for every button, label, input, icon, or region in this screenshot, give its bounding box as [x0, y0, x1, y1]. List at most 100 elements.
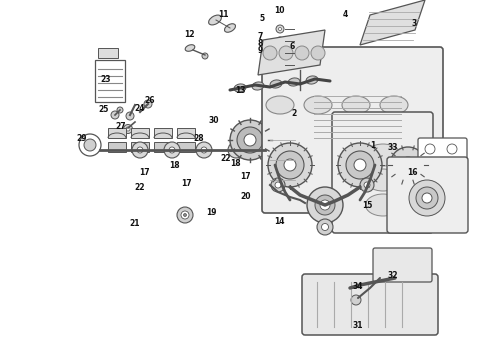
Text: 31: 31 [353, 321, 363, 330]
Bar [131, 128, 149, 138]
Text: 23: 23 [100, 75, 111, 84]
FancyBboxPatch shape [373, 248, 432, 282]
Circle shape [117, 107, 123, 113]
Circle shape [228, 142, 244, 158]
Text: 4: 4 [343, 10, 348, 19]
Bar [154, 128, 172, 138]
Circle shape [276, 151, 304, 179]
Circle shape [311, 46, 325, 60]
Circle shape [132, 142, 148, 158]
Circle shape [321, 224, 328, 230]
Text: 6: 6 [289, 42, 294, 51]
Bar [98, 48, 118, 58]
Ellipse shape [366, 144, 400, 166]
Circle shape [317, 219, 333, 235]
Ellipse shape [270, 80, 282, 88]
Circle shape [276, 37, 284, 45]
Circle shape [447, 162, 457, 172]
Circle shape [126, 127, 130, 131]
Ellipse shape [266, 96, 294, 114]
Circle shape [164, 142, 180, 158]
Circle shape [294, 64, 306, 76]
Text: 30: 30 [208, 116, 219, 125]
Circle shape [346, 151, 374, 179]
Ellipse shape [224, 24, 236, 32]
Ellipse shape [185, 45, 195, 51]
Circle shape [276, 49, 284, 57]
Text: 28: 28 [194, 134, 204, 143]
Circle shape [320, 200, 330, 210]
Circle shape [279, 46, 293, 60]
Circle shape [276, 61, 284, 69]
Circle shape [111, 111, 119, 119]
Text: 7: 7 [257, 32, 263, 41]
Circle shape [425, 144, 435, 154]
Ellipse shape [234, 84, 246, 92]
Circle shape [364, 182, 370, 188]
Circle shape [307, 187, 343, 223]
Circle shape [278, 51, 281, 54]
Circle shape [183, 213, 187, 216]
Ellipse shape [306, 76, 318, 84]
Bar [177, 128, 195, 138]
FancyBboxPatch shape [332, 112, 433, 233]
Circle shape [284, 159, 296, 171]
Circle shape [126, 112, 134, 120]
Circle shape [84, 139, 96, 151]
Circle shape [338, 143, 382, 187]
Text: 17: 17 [240, 172, 251, 181]
Text: 14: 14 [274, 217, 285, 226]
Text: 22: 22 [220, 154, 231, 163]
Circle shape [230, 120, 270, 160]
Text: 29: 29 [76, 134, 86, 143]
Text: 17: 17 [181, 179, 192, 188]
Circle shape [123, 125, 132, 134]
Circle shape [390, 147, 426, 183]
FancyBboxPatch shape [387, 157, 468, 233]
Circle shape [422, 193, 432, 203]
FancyBboxPatch shape [262, 47, 443, 213]
Circle shape [244, 134, 256, 146]
FancyBboxPatch shape [308, 88, 407, 147]
Circle shape [233, 147, 239, 153]
Circle shape [278, 27, 281, 31]
Circle shape [416, 187, 438, 209]
Ellipse shape [252, 82, 264, 90]
Text: 10: 10 [274, 6, 285, 15]
Circle shape [201, 147, 207, 153]
Circle shape [202, 53, 208, 59]
Ellipse shape [366, 169, 400, 191]
Circle shape [137, 147, 143, 153]
Polygon shape [258, 30, 325, 75]
Text: 5: 5 [260, 14, 265, 23]
Circle shape [447, 144, 457, 154]
Text: 25: 25 [98, 105, 108, 114]
Ellipse shape [380, 96, 408, 114]
Circle shape [315, 195, 335, 215]
Circle shape [237, 127, 263, 153]
Text: 18: 18 [169, 161, 180, 170]
Circle shape [278, 63, 281, 67]
Circle shape [400, 157, 416, 173]
Circle shape [144, 100, 152, 108]
Circle shape [409, 180, 445, 216]
Text: 33: 33 [387, 143, 397, 152]
Circle shape [360, 178, 374, 192]
Circle shape [276, 25, 284, 33]
Circle shape [351, 295, 361, 305]
FancyBboxPatch shape [302, 274, 438, 335]
Polygon shape [360, 0, 425, 45]
Bar [108, 142, 126, 152]
Circle shape [169, 147, 175, 153]
Text: 26: 26 [145, 96, 155, 105]
Text: 16: 16 [407, 168, 417, 177]
Ellipse shape [366, 194, 400, 216]
Circle shape [271, 178, 285, 192]
Circle shape [181, 211, 189, 219]
Text: 18: 18 [230, 159, 241, 168]
Text: 2: 2 [292, 109, 297, 118]
Text: 34: 34 [353, 282, 363, 291]
Text: 27: 27 [115, 122, 126, 131]
Bar [95, 60, 125, 102]
Circle shape [295, 46, 309, 60]
